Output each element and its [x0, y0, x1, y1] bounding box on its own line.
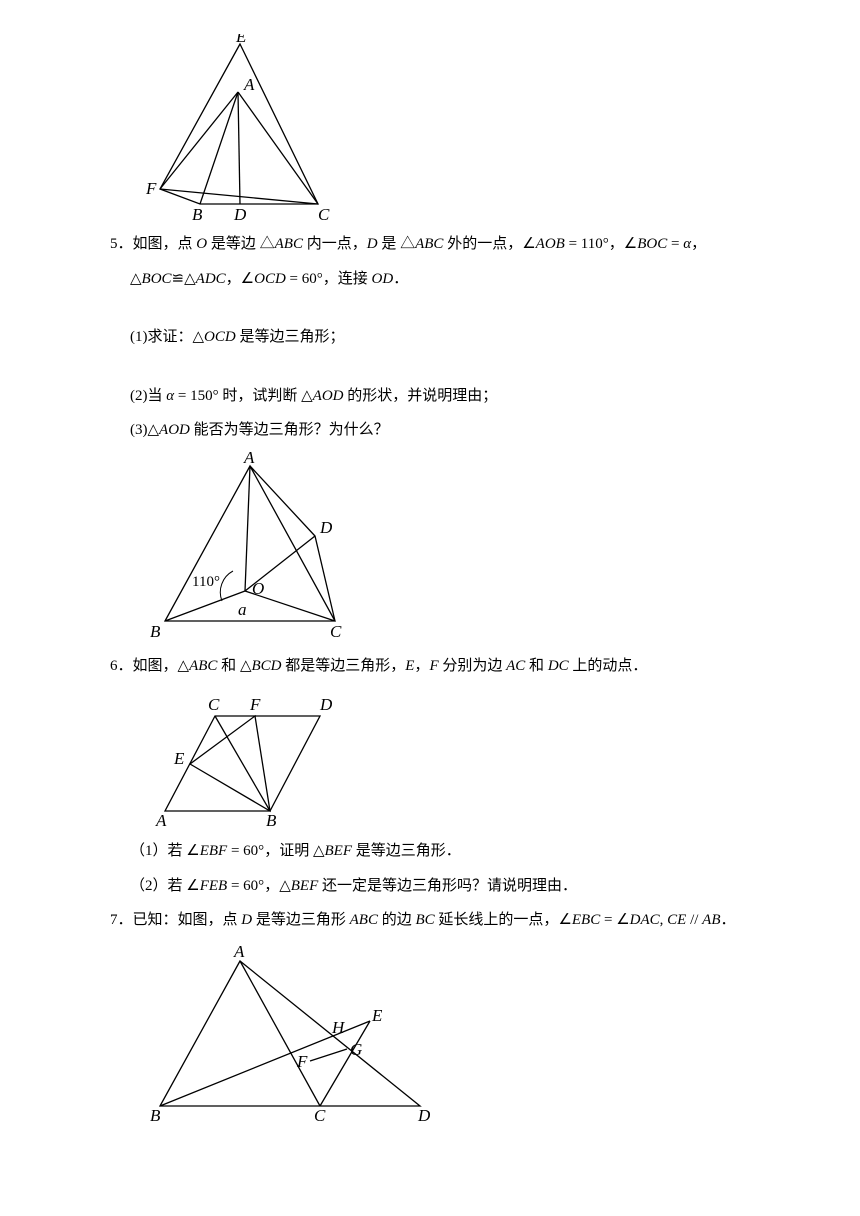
- p5-line1: 5．如图，点 O 是等边 △ABC 内一点，D 是 △ABC 外的一点，∠AOB…: [110, 230, 770, 259]
- p6-q1: （1）若 ∠EBF = 60°，证明 △BEF 是等边三角形．: [110, 837, 770, 866]
- label-F6: F: [249, 695, 261, 714]
- p5-q3: (3)△AOD 能否为等边三角形？为什么？: [110, 416, 770, 445]
- label-G7: G: [350, 1040, 362, 1059]
- label-H7: H: [331, 1018, 346, 1037]
- p6-num: 6．: [110, 658, 133, 674]
- label-A: A: [243, 75, 255, 94]
- label-C: C: [318, 205, 330, 224]
- p5-q1: (1)求证：△OCD 是等边三角形；: [110, 323, 770, 352]
- p5-num: 5．: [110, 236, 133, 252]
- p5-q2: (2)当 α = 150° 时，试判断 △AOD 的形状，并说明理由；: [110, 382, 770, 411]
- label-D6: D: [319, 695, 333, 714]
- figure-problem6: C F D E A B: [140, 686, 350, 831]
- label-C5: C: [330, 622, 342, 641]
- label-C7: C: [314, 1106, 326, 1125]
- p6-line1: 6．如图，△ABC 和 △BCD 都是等边三角形，E，F 分别为边 AC 和 D…: [110, 652, 770, 681]
- label-A7: A: [233, 942, 245, 961]
- label-D5: D: [319, 518, 333, 537]
- p5-line2: △BOC≌△ADC，∠OCD = 60°，连接 OD．: [110, 265, 770, 294]
- p7-num: 7．: [110, 912, 133, 928]
- label-F: F: [145, 179, 157, 198]
- label-D7: D: [417, 1106, 431, 1125]
- label-B6: B: [266, 811, 277, 830]
- label-E7: E: [371, 1006, 383, 1025]
- p6-q2: （2）若 ∠FEB = 60°，△BEF 还一定是等边三角形吗？请说明理由．: [110, 872, 770, 901]
- label-angle5: 110°: [192, 574, 220, 590]
- label-A5: A: [243, 451, 255, 467]
- figure-problem4: E A F B D C: [140, 34, 340, 224]
- label-alpha5: a: [238, 600, 247, 619]
- label-B5: B: [150, 622, 161, 641]
- label-O5: O: [252, 579, 264, 598]
- label-C6: C: [208, 695, 220, 714]
- label-E6: E: [173, 749, 185, 768]
- figure-problem7: A E H G F B C D: [140, 941, 440, 1126]
- p7-line1: 7．已知：如图，点 D 是等边三角形 ABC 的边 BC 延长线上的一点，∠EB…: [110, 906, 770, 935]
- label-E: E: [235, 34, 247, 46]
- label-D: D: [233, 205, 247, 224]
- label-F7: F: [296, 1052, 308, 1071]
- figure-problem5: A D O B C 110° a: [140, 451, 360, 646]
- label-A6: A: [155, 811, 167, 830]
- label-B: B: [192, 205, 203, 224]
- label-B7: B: [150, 1106, 161, 1125]
